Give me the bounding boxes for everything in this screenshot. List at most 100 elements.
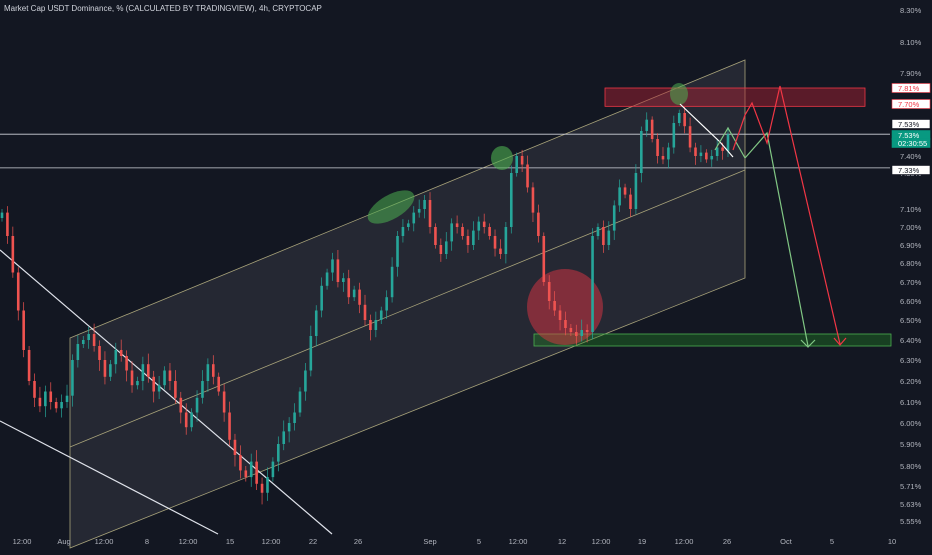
- candle-body: [417, 209, 421, 213]
- y-tick-label: 6.00%: [900, 419, 922, 428]
- candle-body: [515, 156, 519, 173]
- y-tick-label: 7.00%: [900, 223, 922, 232]
- y-tick-label: 8.10%: [900, 38, 922, 47]
- candle-body: [629, 194, 632, 209]
- candle-body: [325, 272, 329, 286]
- candle-body: [87, 334, 90, 340]
- candle-body: [249, 461, 253, 478]
- candle-body: [320, 285, 323, 311]
- resistance-zone: [604, 87, 866, 107]
- candle-body: [222, 391, 226, 413]
- x-tick-label: 12:00: [95, 537, 114, 546]
- candle-body: [277, 444, 280, 462]
- y-tick-label: 6.40%: [900, 336, 922, 345]
- y-tick-label: 5.80%: [900, 462, 922, 471]
- ascending-channel: [69, 59, 746, 549]
- candle-body: [184, 412, 188, 428]
- price-label: 7.33%: [898, 166, 920, 175]
- candle-body: [531, 187, 535, 213]
- x-tick-label: 12:00: [262, 537, 281, 546]
- candle-body: [385, 297, 388, 311]
- candle-body: [287, 423, 291, 432]
- candle-body: [705, 152, 708, 160]
- candle-body: [146, 364, 150, 377]
- candle-body: [233, 439, 237, 455]
- candle-body: [103, 360, 107, 377]
- candle-body: [298, 391, 302, 413]
- y-tick-label: 6.90%: [900, 241, 922, 250]
- candle-body: [499, 248, 502, 254]
- price-label: 7.53%: [898, 120, 920, 129]
- x-tick-label: Aug: [57, 537, 70, 546]
- y-tick-label: 5.63%: [900, 500, 922, 509]
- candle-body: [27, 350, 31, 381]
- candle-body: [509, 173, 513, 227]
- price-label: 7.53%: [898, 131, 920, 140]
- candle-body: [482, 221, 486, 227]
- candle-body: [0, 212, 4, 218]
- candle-body: [266, 477, 269, 493]
- candle-body: [607, 230, 611, 245]
- candle-body: [114, 350, 118, 365]
- candle-body: [271, 461, 275, 478]
- candle-body: [255, 461, 258, 484]
- candle-body: [81, 340, 85, 344]
- candle-body: [309, 336, 313, 371]
- price-label-box: [891, 119, 931, 129]
- candle-body: [667, 147, 670, 160]
- candle-body: [623, 187, 627, 195]
- candle-body: [195, 397, 199, 413]
- candle-body: [726, 134, 730, 151]
- candle-body: [472, 230, 475, 245]
- y-tick-label: 6.80%: [900, 259, 922, 268]
- highlight-ellipse-1: [367, 190, 415, 224]
- candle-body: [574, 332, 578, 336]
- price-label: 7.70%: [898, 100, 920, 109]
- candle-body: [412, 212, 416, 224]
- candle-body: [455, 223, 459, 227]
- candle-body: [260, 483, 264, 493]
- candle-body: [352, 289, 356, 298]
- candle-body: [358, 289, 361, 305]
- y-tick-label: 7.40%: [900, 152, 922, 161]
- candle-body: [304, 370, 307, 392]
- candle-body: [119, 350, 123, 356]
- candle-body: [699, 152, 703, 156]
- candle-body: [217, 376, 221, 392]
- candle-body: [44, 391, 47, 407]
- candle-body: [444, 241, 448, 254]
- candle-body: [558, 310, 562, 320]
- y-tick-label: 5.71%: [900, 482, 922, 491]
- candle-body: [661, 156, 665, 160]
- candle-body: [54, 402, 58, 409]
- candle-body: [461, 227, 464, 236]
- candle-body: [715, 147, 719, 156]
- candle-body: [347, 278, 351, 298]
- target-zone: [533, 333, 892, 347]
- candle-body: [136, 381, 139, 386]
- candle-body: [168, 370, 172, 381]
- x-tick-label: 12:00: [592, 537, 611, 546]
- candle-body: [71, 360, 74, 396]
- candle-body: [174, 381, 177, 398]
- candle-body: [125, 356, 128, 371]
- candle-body: [369, 320, 372, 330]
- candle-body: [396, 236, 399, 267]
- candle-body: [564, 320, 567, 328]
- candle-body: [683, 113, 686, 127]
- scenario-green-arrowhead: [800, 339, 816, 348]
- x-tick-label: 12:00: [675, 537, 694, 546]
- x-tick-label: 5: [830, 537, 834, 546]
- candle-body: [190, 412, 193, 428]
- scenario-green-path-1: [714, 126, 746, 159]
- candle-body: [33, 381, 36, 398]
- downtrend-line-lower: [0, 420, 219, 535]
- candle-body: [206, 364, 210, 381]
- candle-body: [640, 131, 643, 173]
- y-tick-label: 6.10%: [900, 398, 922, 407]
- price-label-box: [891, 83, 931, 93]
- candle-body: [477, 221, 481, 231]
- candle-body: [542, 236, 546, 282]
